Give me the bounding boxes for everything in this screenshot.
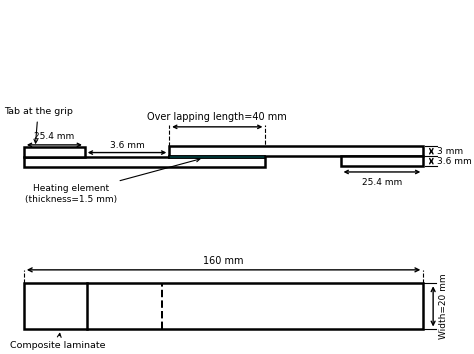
- Text: 160 mm: 160 mm: [203, 256, 244, 266]
- Text: Composite laminate: Composite laminate: [10, 333, 106, 350]
- Text: 25.4 mm: 25.4 mm: [362, 178, 402, 187]
- Text: 3.6 mm: 3.6 mm: [437, 156, 472, 166]
- Text: Heating element
(thickness=1.5 mm): Heating element (thickness=1.5 mm): [25, 158, 200, 204]
- Text: 3.6 mm: 3.6 mm: [109, 141, 145, 150]
- Bar: [24, 157, 265, 167]
- Text: 25.4 mm: 25.4 mm: [34, 132, 74, 141]
- Text: 3 mm: 3 mm: [437, 147, 463, 156]
- Bar: [169, 146, 423, 156]
- Text: Tab at the grip: Tab at the grip: [4, 108, 73, 143]
- Bar: [169, 156, 265, 158]
- Bar: [24, 147, 85, 157]
- Text: Over lapping length=40 mm: Over lapping length=40 mm: [147, 112, 287, 122]
- Bar: [341, 156, 423, 166]
- Bar: [24, 284, 423, 330]
- Text: Width=20 mm: Width=20 mm: [438, 274, 447, 339]
